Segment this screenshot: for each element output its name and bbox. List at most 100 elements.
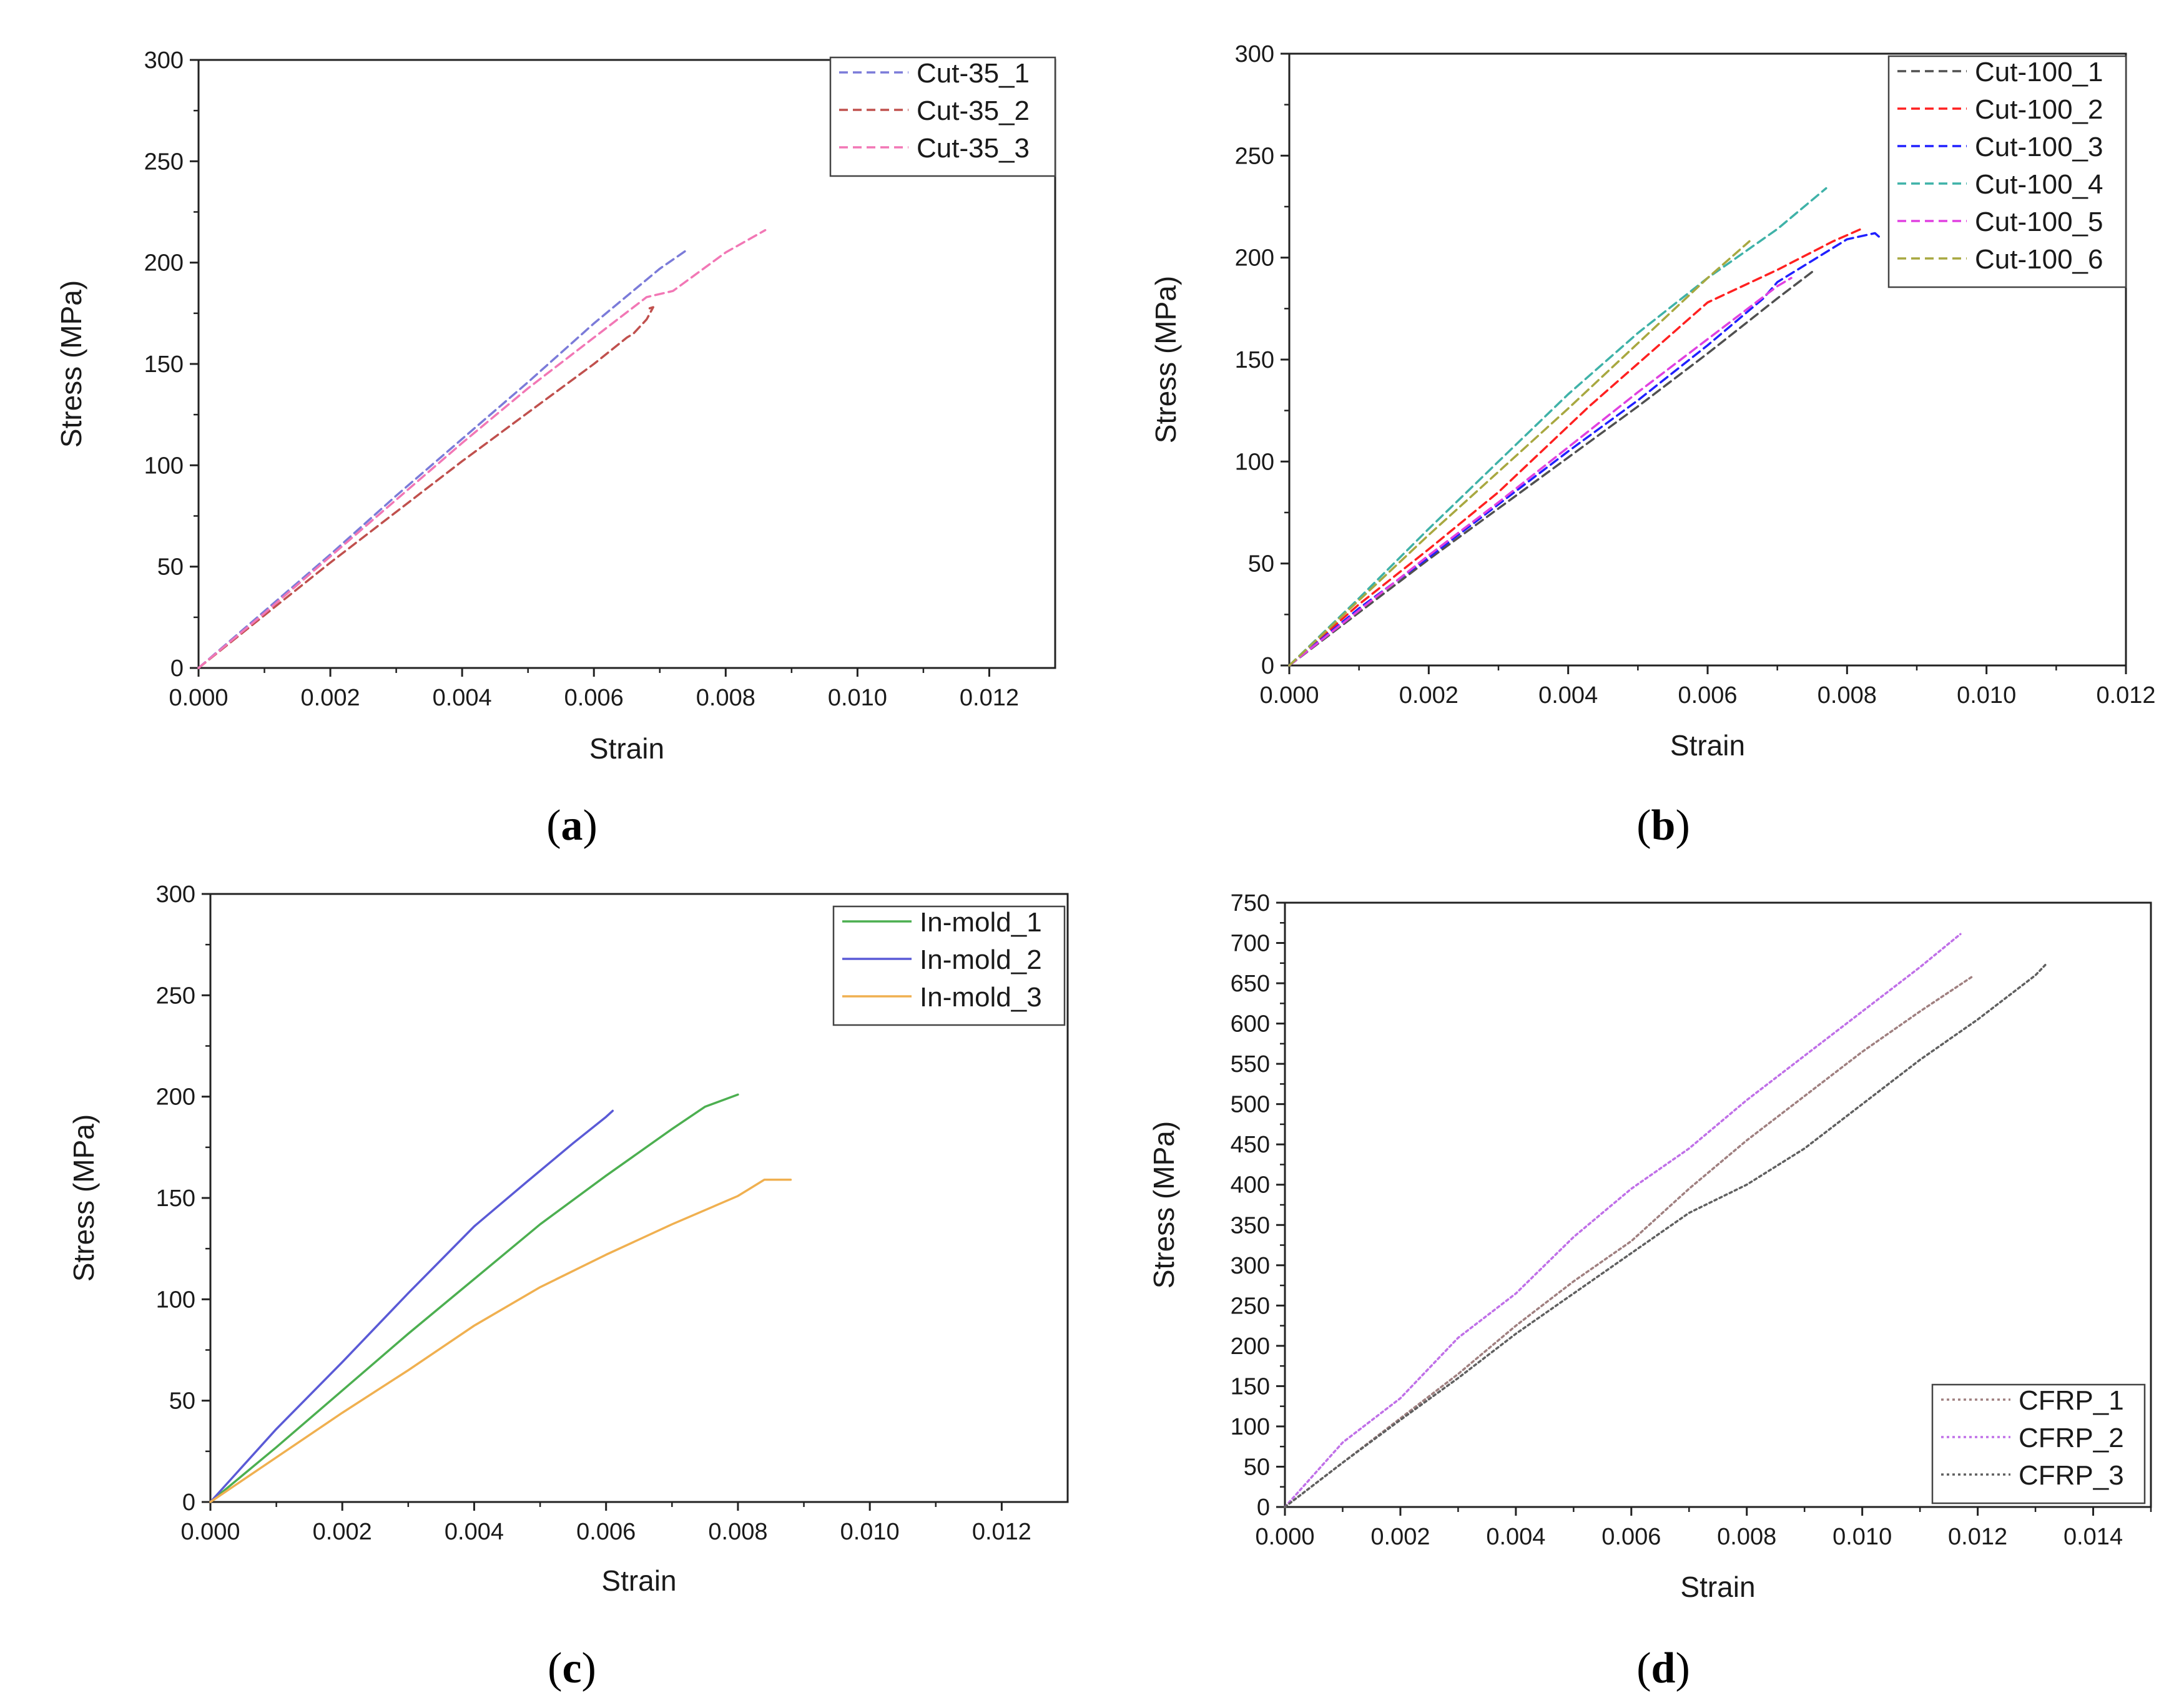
series-line-Cut-100_3 bbox=[1288, 232, 1883, 667]
legend-entry: CFRP_1 bbox=[2019, 1385, 2124, 1416]
x-tick-label: 0.012 bbox=[2096, 682, 2155, 709]
series-line-Cut-100_4 bbox=[1288, 187, 1827, 667]
panel-caption: (c) bbox=[548, 1644, 596, 1692]
x-tick-label: 0.012 bbox=[960, 685, 1019, 711]
legend-box bbox=[1931, 1383, 2146, 1504]
legend-entry: Cut-35_3 bbox=[917, 133, 1030, 164]
x-tick-label: 0.006 bbox=[564, 685, 624, 711]
x-tick-label: 0.002 bbox=[301, 685, 360, 711]
x-tick-label: 0.000 bbox=[169, 685, 228, 711]
legend-entry: In-mold_1 bbox=[920, 907, 1042, 938]
x-tick-label: 0.010 bbox=[1832, 1524, 1892, 1550]
series-line-Cut-100_1 bbox=[1288, 270, 1814, 667]
y-tick-label: 50 bbox=[1244, 1454, 1270, 1480]
panel-c-chart: 0 50 100 150 200 250 300 0.000 0.002 0.004 0.006 0.… bbox=[67, 881, 1069, 1692]
x-tick-label: 0.004 bbox=[433, 685, 492, 711]
x-tick-label: 0.010 bbox=[840, 1519, 900, 1545]
y-tick-label: 100 bbox=[144, 453, 184, 479]
y-tick-label: 400 bbox=[1231, 1172, 1270, 1199]
y-tick-label: 250 bbox=[1231, 1293, 1270, 1319]
x-axis-label: Strain bbox=[601, 1564, 676, 1597]
y-tick-label: 50 bbox=[1248, 551, 1274, 577]
y-tick-label: 750 bbox=[1231, 890, 1270, 916]
x-tick-label: 0.012 bbox=[972, 1519, 1031, 1545]
series-line-CFRP_3 bbox=[1284, 962, 2049, 1508]
x-tick-label: 0.012 bbox=[1948, 1524, 2007, 1550]
y-tick-label: 100 bbox=[1231, 1414, 1270, 1440]
legend-entry: In-mold_3 bbox=[920, 982, 1042, 1013]
x-tick-label: 0.014 bbox=[2063, 1524, 2123, 1550]
x-tick-label: 0.000 bbox=[1255, 1524, 1314, 1550]
x-tick-label: 0.000 bbox=[1259, 682, 1319, 709]
x-tick-label: 0.004 bbox=[1538, 682, 1598, 709]
legend-entry: Cut-35_2 bbox=[917, 96, 1030, 126]
y-axis-label: Stress (MPa) bbox=[1148, 1121, 1180, 1288]
x-tick-label: 0.002 bbox=[313, 1519, 372, 1545]
y-tick-label: 250 bbox=[144, 149, 184, 175]
y-tick-label: 500 bbox=[1231, 1092, 1270, 1118]
x-axis-label: Strain bbox=[589, 732, 664, 765]
panel-a-chart: 0 50 100 150 200 250 300 0.000 0.002 0.004 0.006 0.… bbox=[55, 47, 1056, 850]
panel-caption: (b) bbox=[1636, 802, 1690, 850]
x-tick-label: 0.010 bbox=[828, 685, 887, 711]
legend-entry: In-mold_2 bbox=[920, 945, 1042, 975]
x-tick-label: 0.010 bbox=[1957, 682, 2016, 709]
y-tick-label: 250 bbox=[156, 983, 195, 1009]
y-tick-label: 450 bbox=[1231, 1132, 1270, 1158]
y-axis-label: Stress (MPa) bbox=[55, 280, 87, 448]
x-tick-label: 0.008 bbox=[1818, 682, 1877, 709]
x-tick-label: 0.006 bbox=[576, 1519, 636, 1545]
y-tick-label: 300 bbox=[156, 881, 195, 908]
x-tick-label: 0.002 bbox=[1399, 682, 1458, 709]
panel-caption: (d) bbox=[1636, 1644, 1690, 1692]
x-tick-label: 0.004 bbox=[445, 1519, 504, 1545]
y-tick-label: 250 bbox=[1235, 143, 1274, 169]
y-tick-label: 300 bbox=[144, 47, 184, 74]
series-line-Cut-35_1 bbox=[197, 249, 687, 669]
y-tick-label: 0 bbox=[170, 655, 184, 682]
legend-entry: Cut-100_4 bbox=[1975, 169, 2103, 200]
series-line-In-mold_2 bbox=[209, 1109, 614, 1503]
y-tick-label: 200 bbox=[156, 1084, 195, 1111]
y-tick-label: 50 bbox=[169, 1388, 195, 1415]
y-tick-label: 200 bbox=[1235, 245, 1274, 272]
x-tick-label: 0.004 bbox=[1486, 1524, 1545, 1550]
y-axis-label: Stress (MPa) bbox=[67, 1114, 100, 1282]
y-tick-label: 200 bbox=[144, 250, 184, 277]
panel-b-chart: 0 50 100 150 200 250 300 0.000 0.002 0.004 0.006 0.… bbox=[1149, 41, 2156, 850]
y-tick-label: 600 bbox=[1231, 1011, 1270, 1038]
series-line-Cut-35_3 bbox=[197, 228, 767, 669]
y-tick-label: 100 bbox=[156, 1287, 195, 1313]
series-line-Cut-100_6 bbox=[1288, 240, 1751, 667]
legend-box bbox=[832, 905, 1066, 1026]
legend-box bbox=[1887, 55, 2127, 288]
y-tick-label: 100 bbox=[1235, 449, 1274, 475]
series-line-Cut-35_2 bbox=[197, 306, 654, 669]
legend-entry: Cut-100_3 bbox=[1975, 132, 2103, 162]
legend-entry: Cut-100_5 bbox=[1975, 207, 2103, 237]
y-tick-label: 150 bbox=[1235, 347, 1274, 373]
y-tick-label: 550 bbox=[1231, 1051, 1270, 1077]
x-tick-label: 0.008 bbox=[1717, 1524, 1776, 1550]
legend-entry: Cut-100_1 bbox=[1975, 57, 2103, 87]
y-tick-label: 300 bbox=[1231, 1253, 1270, 1279]
series-line-In-mold_1 bbox=[209, 1093, 739, 1503]
series-line-CFRP_1 bbox=[1284, 975, 1974, 1508]
y-tick-label: 0 bbox=[1261, 653, 1274, 679]
legend-entry: Cut-100_2 bbox=[1975, 94, 2103, 125]
y-tick-label: 300 bbox=[1235, 41, 1274, 67]
x-tick-label: 0.008 bbox=[708, 1519, 767, 1545]
panel-caption: (a) bbox=[546, 802, 598, 850]
panel-d-chart: 0 50 100 150 200 250 300 350 400 450 500 550 600 650 7… bbox=[1148, 890, 2152, 1692]
y-tick-label: 150 bbox=[156, 1185, 195, 1212]
x-tick-label: 0.000 bbox=[180, 1519, 240, 1545]
legend-entry: CFRP_2 bbox=[2019, 1423, 2124, 1453]
legend-entry: Cut-100_6 bbox=[1975, 244, 2103, 275]
y-tick-label: 50 bbox=[157, 554, 184, 581]
series-line-CFRP_2 bbox=[1284, 933, 1962, 1508]
x-tick-label: 0.006 bbox=[1678, 682, 1737, 709]
legend-entry: CFRP_3 bbox=[2019, 1460, 2124, 1491]
y-tick-label: 150 bbox=[1231, 1373, 1270, 1400]
x-tick-label: 0.008 bbox=[696, 685, 755, 711]
